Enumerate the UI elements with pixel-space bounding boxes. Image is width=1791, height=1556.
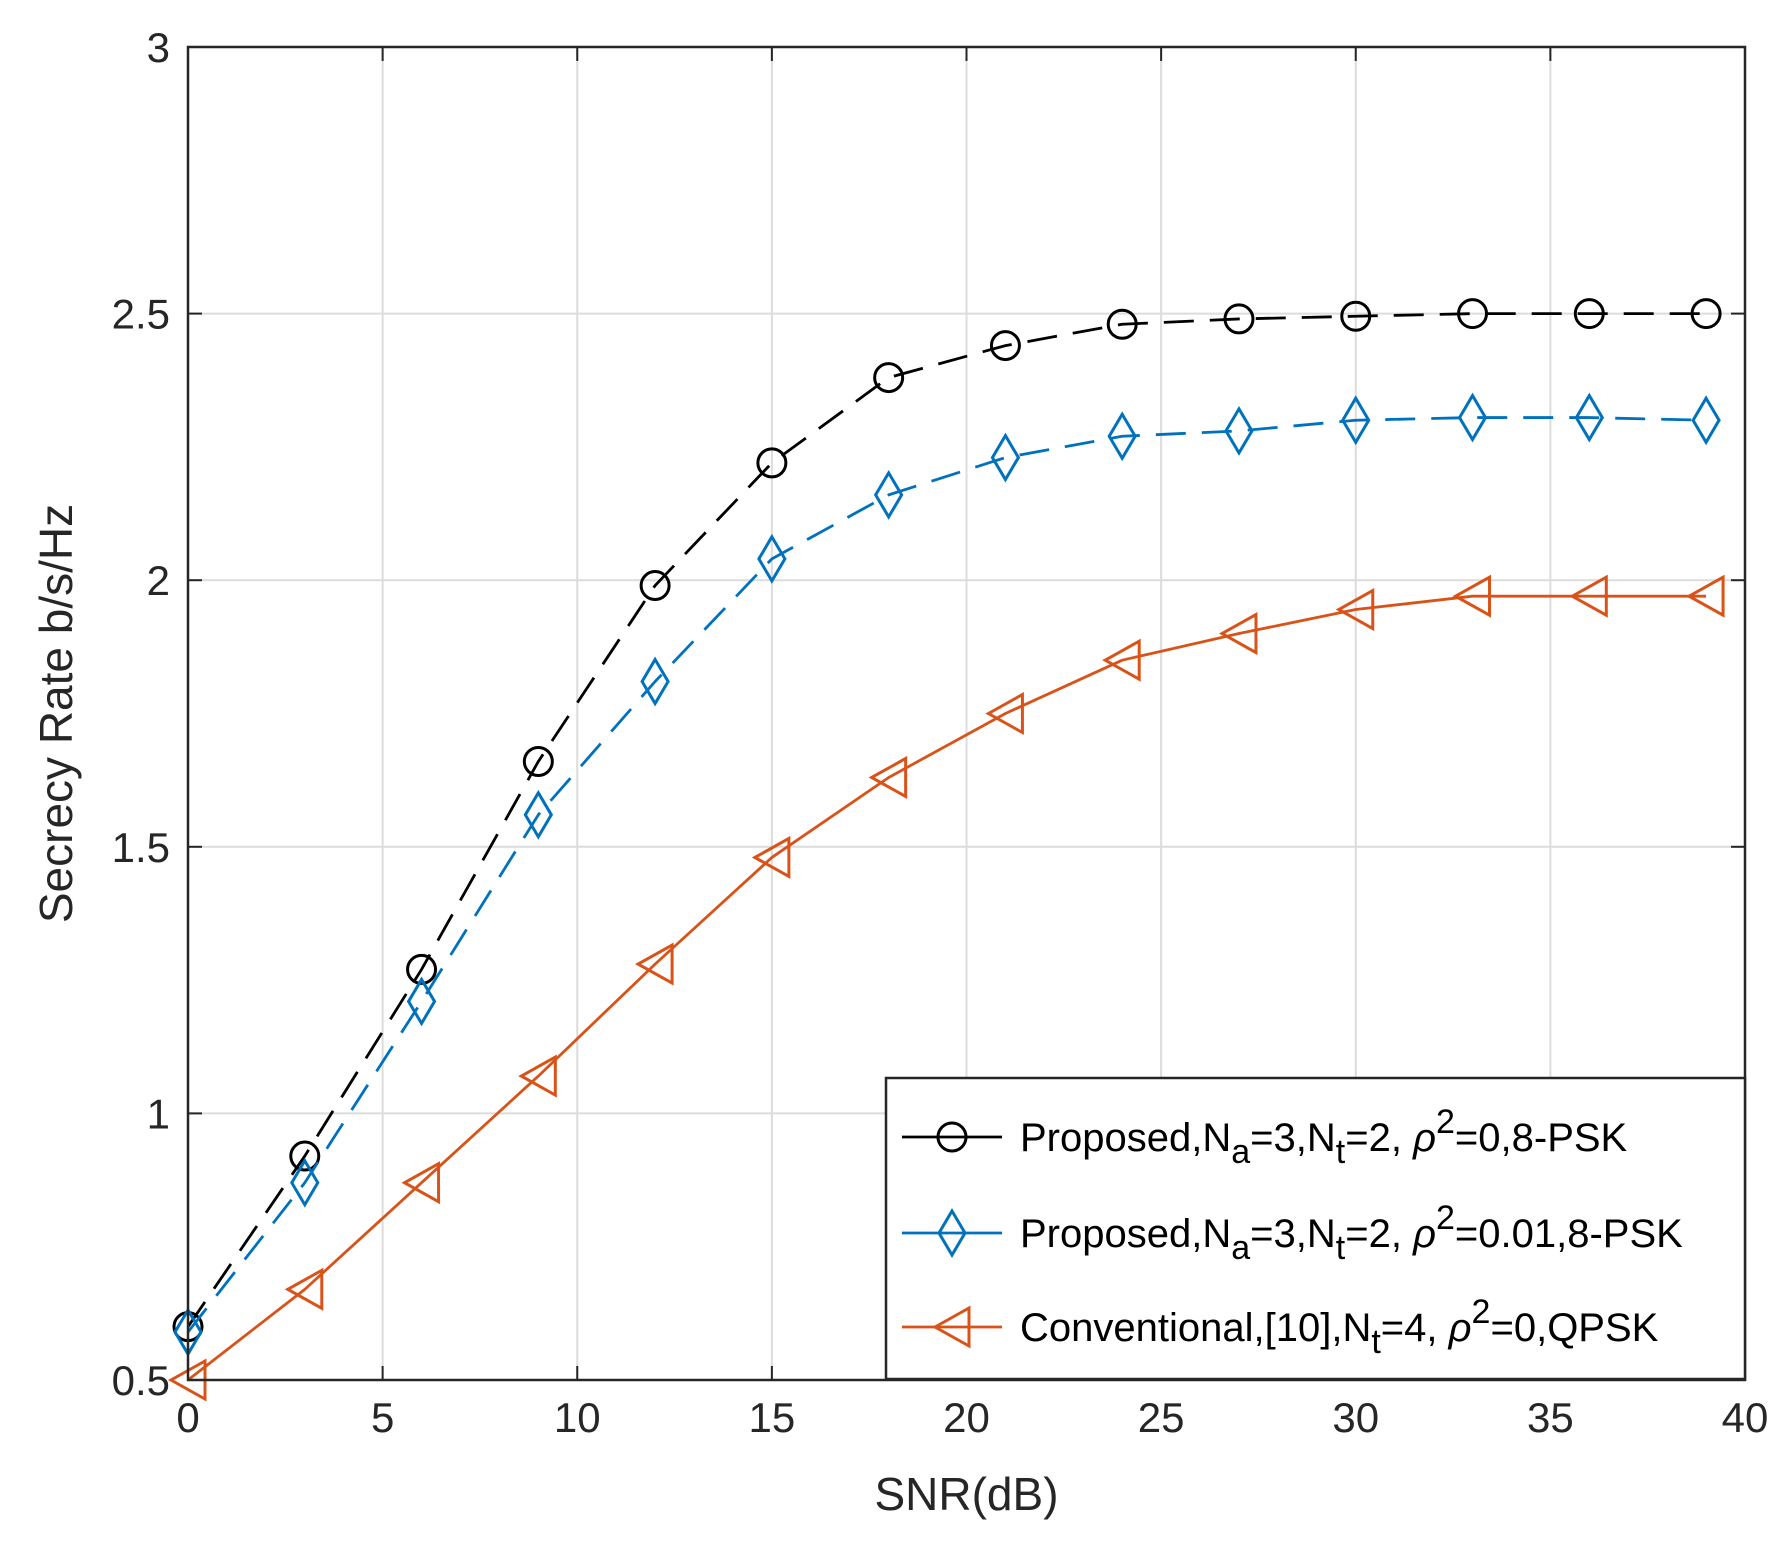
legend-label-part: ρ: [1448, 1306, 1472, 1350]
legend-label-part: Conventional,[10],N: [1020, 1306, 1371, 1350]
legend-entry-1: Proposed,Na=3,Nt=2, ρ2=0.01,8-PSK: [902, 1199, 1683, 1267]
legend-label-part: Proposed,N: [1020, 1212, 1231, 1256]
data-point: [1340, 300, 1372, 332]
x-axis-label: SNR(dB): [874, 1468, 1058, 1520]
legend-label-part: ρ: [1412, 1212, 1436, 1256]
legend-label-part: t: [1371, 1323, 1381, 1361]
data-point: [1690, 298, 1722, 330]
data-point: [1457, 298, 1489, 330]
data-point: [868, 755, 908, 800]
legend-label-part: =0.01,8-PSK: [1455, 1212, 1683, 1256]
data-point: [523, 789, 554, 840]
legend-label-part: =4,: [1381, 1306, 1449, 1350]
ticks: 0 5 10 15 20 25 30 35 40 0.5 1 1.5 2 2.5 3: [112, 24, 1769, 1441]
data-point: [284, 1267, 324, 1311]
x-tick-label: 25: [1138, 1394, 1185, 1441]
data-point: [640, 656, 670, 707]
data-point: [873, 362, 905, 394]
legend-label-part: =2,: [1345, 1212, 1413, 1256]
legend-label-part: 2: [1436, 1103, 1455, 1141]
legend-label-part: 2: [1436, 1199, 1455, 1237]
data-point: [289, 1140, 321, 1172]
x-tick-label: 5: [371, 1394, 394, 1441]
x-tick-label: 30: [1332, 1394, 1379, 1441]
series-0: [172, 298, 1722, 1343]
data-point: [1691, 395, 1721, 446]
data-point: [290, 1157, 320, 1208]
data-point: [1102, 638, 1141, 682]
data-point: [751, 835, 791, 880]
y-tick-label: 2.5: [112, 291, 170, 338]
data-point: [1452, 574, 1492, 618]
legend-marker: [937, 1208, 967, 1258]
legend-label: Proposed,Na=3,Nt=2, ρ2=0,8-PSK: [1020, 1103, 1628, 1171]
data-point: [990, 432, 1021, 483]
legend-label-part: =2,: [1345, 1116, 1413, 1160]
data-point: [406, 976, 437, 1027]
data-point: [1223, 303, 1255, 335]
series-line: [187, 594, 1707, 1382]
legend-marker: [931, 1305, 971, 1349]
data-point: [518, 1054, 557, 1098]
series-layer: [167, 298, 1725, 1402]
y-tick-label: 1.5: [112, 824, 170, 871]
data-point: [1107, 411, 1137, 462]
data-point: [1341, 395, 1371, 446]
legend-marker: [936, 1121, 968, 1153]
data-point: [989, 330, 1021, 362]
series-2: [167, 574, 1725, 1402]
data-point: [1686, 574, 1725, 618]
data-point: [1218, 611, 1258, 656]
data-point: [1574, 392, 1605, 443]
series-line: [186, 416, 1707, 1333]
legend-label-part: =0,8-PSK: [1455, 1116, 1628, 1160]
series-line: [186, 312, 1707, 1328]
data-point: [635, 942, 674, 986]
legend-label-part: =3,N: [1250, 1116, 1336, 1160]
x-tick-label: 10: [554, 1394, 601, 1441]
legend-label-part: 2: [1472, 1293, 1491, 1331]
y-tick-label: 0.5: [112, 1357, 170, 1404]
legend-entry-0: Proposed,Na=3,Nt=2, ρ2=0,8-PSK: [902, 1103, 1628, 1171]
legend: Proposed,Na=3,Nt=2, ρ2=0,8-PSKProposed,N…: [884, 1076, 1747, 1381]
data-point: [1569, 574, 1608, 618]
y-tick-label: 3: [147, 24, 170, 71]
data-point: [873, 469, 904, 520]
legend-label-part: =3,N: [1250, 1212, 1336, 1256]
data-point: [1573, 298, 1605, 330]
legend-label-part: a: [1231, 1133, 1250, 1171]
x-tick-label: 15: [749, 1394, 796, 1441]
data-point: [1457, 392, 1488, 443]
y-axis-label: Secrecy Rate b/s/Hz: [30, 504, 82, 923]
x-tick-label: 20: [943, 1394, 990, 1441]
legend-label: Conventional,[10],Nt=4, ρ2=0,QPSK: [1020, 1293, 1659, 1361]
y-tick-label: 1: [147, 1090, 170, 1137]
x-tick-label: 0: [176, 1394, 199, 1441]
data-point: [406, 953, 438, 985]
data-point: [401, 1161, 441, 1205]
legend-label-part: Proposed,N: [1020, 1116, 1231, 1160]
data-point: [522, 745, 554, 777]
legend-label: Proposed,Na=3,Nt=2, ρ2=0.01,8-PSK: [1020, 1199, 1683, 1267]
legend-label-part: t: [1336, 1133, 1346, 1171]
data-point: [756, 447, 788, 479]
legend-label-part: =0,QPSK: [1490, 1306, 1658, 1350]
data-point: [1335, 587, 1375, 632]
legend-label-part: ρ: [1412, 1116, 1436, 1160]
data-point: [639, 570, 671, 602]
legend-label-part: a: [1231, 1229, 1250, 1267]
x-tick-label: 35: [1527, 1394, 1574, 1441]
x-tick-label: 40: [1722, 1394, 1769, 1441]
legend-box: [884, 1076, 1747, 1381]
data-point: [1106, 308, 1138, 340]
data-point: [1224, 405, 1254, 456]
y-tick-label: 2: [147, 557, 170, 604]
series-1: [173, 392, 1721, 1357]
data-point: [985, 691, 1024, 736]
legend-entry-2: Conventional,[10],Nt=4, ρ2=0,QPSK: [902, 1293, 1659, 1361]
data-point: [757, 533, 787, 584]
legend-label-part: t: [1336, 1229, 1346, 1267]
